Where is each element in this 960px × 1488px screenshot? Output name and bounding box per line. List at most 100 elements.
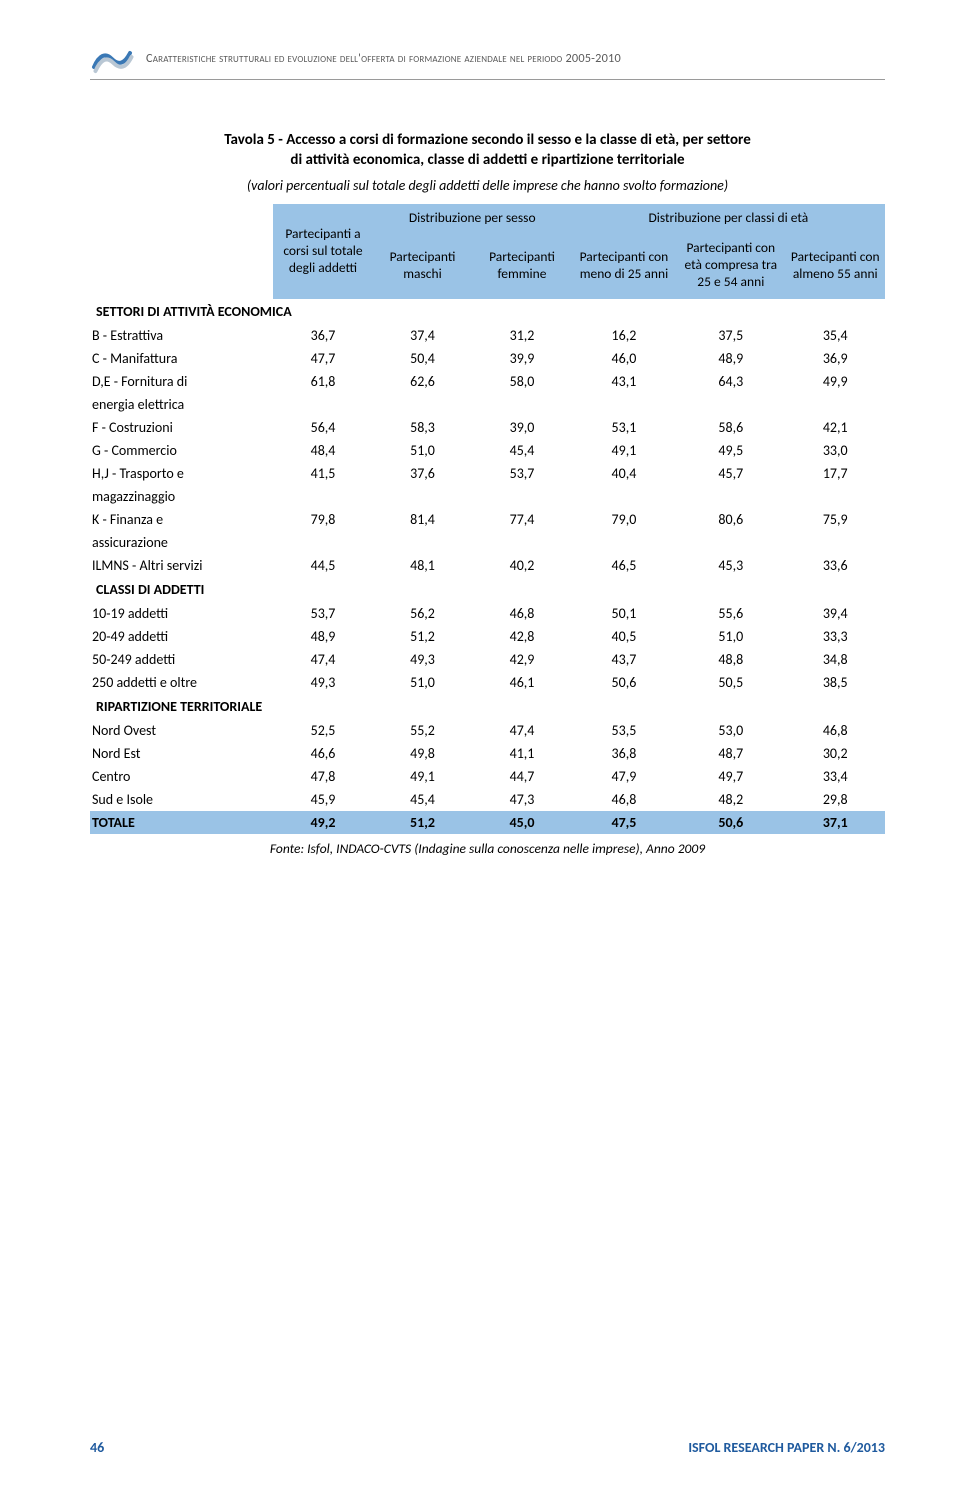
data-cell: 44,5 bbox=[273, 554, 373, 577]
data-cell: 48,1 bbox=[373, 554, 473, 577]
data-cell: 49,7 bbox=[676, 765, 785, 788]
data-cell: 47,3 bbox=[472, 788, 572, 811]
data-cell: 53,7 bbox=[472, 462, 572, 485]
table-row: K - Finanza e79,881,477,479,080,675,9 bbox=[90, 508, 885, 531]
data-cell: 48,9 bbox=[676, 347, 785, 370]
data-cell: 47,4 bbox=[273, 648, 373, 671]
data-cell: 45,7 bbox=[676, 462, 785, 485]
row-label: D,E - Fornitura di bbox=[90, 370, 273, 393]
col-header-male: Partecipanti maschi bbox=[373, 232, 473, 299]
row-label: 10-19 addetti bbox=[90, 602, 273, 625]
data-cell: 35,4 bbox=[785, 324, 885, 347]
empty-cell bbox=[273, 531, 373, 554]
data-cell: 38,5 bbox=[785, 671, 885, 694]
data-cell: 45,4 bbox=[373, 788, 473, 811]
table-row: 250 addetti e oltre49,351,046,150,650,53… bbox=[90, 671, 885, 694]
data-cell: 40,2 bbox=[472, 554, 572, 577]
data-cell: 56,4 bbox=[273, 416, 373, 439]
empty-cell bbox=[785, 485, 885, 508]
data-cell: 47,7 bbox=[273, 347, 373, 370]
data-cell: 37,4 bbox=[373, 324, 473, 347]
empty-cell bbox=[472, 531, 572, 554]
empty-cell bbox=[273, 485, 373, 508]
data-cell: 58,0 bbox=[472, 370, 572, 393]
data-cell: 56,2 bbox=[373, 602, 473, 625]
data-cell: 36,7 bbox=[273, 324, 373, 347]
table-head: Partecipanti a corsi sul totale degli ad… bbox=[90, 204, 885, 300]
data-cell: 81,4 bbox=[373, 508, 473, 531]
empty-cell bbox=[676, 531, 785, 554]
page-footer: 46 ISFOL RESEARCH PAPER N. 6/2013 bbox=[90, 1439, 885, 1456]
empty-cell bbox=[676, 393, 785, 416]
data-cell: 53,1 bbox=[572, 416, 676, 439]
data-cell: 36,9 bbox=[785, 347, 885, 370]
data-cell: 49,3 bbox=[273, 671, 373, 694]
table-row: 50-249 addetti47,449,342,943,748,834,8 bbox=[90, 648, 885, 671]
row-label: C - Manifattura bbox=[90, 347, 273, 370]
data-cell: 37,6 bbox=[373, 462, 473, 485]
data-cell: 47,5 bbox=[572, 811, 676, 834]
data-cell: 46,1 bbox=[472, 671, 572, 694]
header-rule bbox=[90, 79, 885, 80]
page-header: Caratteristiche strutturali ed evoluzion… bbox=[90, 45, 885, 75]
data-cell: 43,1 bbox=[572, 370, 676, 393]
empty-cell bbox=[273, 393, 373, 416]
page-container: Caratteristiche strutturali ed evoluzion… bbox=[0, 0, 960, 892]
logo-icon bbox=[90, 45, 134, 75]
data-cell: 49,9 bbox=[785, 370, 885, 393]
data-cell: 51,0 bbox=[373, 439, 473, 462]
data-cell: 50,6 bbox=[676, 811, 785, 834]
data-cell: 48,8 bbox=[676, 648, 785, 671]
data-cell: 42,8 bbox=[472, 625, 572, 648]
col-header-age-lt25: Partecipanti con meno di 25 anni bbox=[572, 232, 676, 299]
data-cell: 45,4 bbox=[472, 439, 572, 462]
data-cell: 46,5 bbox=[572, 554, 676, 577]
table-subtitle: (valori percentuali sul totale degli add… bbox=[90, 177, 885, 194]
data-cell: 46,8 bbox=[785, 719, 885, 742]
data-table: Partecipanti a corsi sul totale degli ad… bbox=[90, 204, 885, 835]
col-header-total: Partecipanti a corsi sul totale degli ad… bbox=[273, 204, 373, 300]
data-cell: 55,6 bbox=[676, 602, 785, 625]
data-cell: 39,0 bbox=[472, 416, 572, 439]
row-label: G - Commercio bbox=[90, 439, 273, 462]
empty-cell bbox=[785, 393, 885, 416]
data-cell: 40,5 bbox=[572, 625, 676, 648]
data-cell: 49,3 bbox=[373, 648, 473, 671]
data-cell: 52,5 bbox=[273, 719, 373, 742]
table-row: C - Manifattura47,750,439,946,048,936,9 bbox=[90, 347, 885, 370]
data-cell: 75,9 bbox=[785, 508, 885, 531]
data-cell: 51,0 bbox=[676, 625, 785, 648]
data-cell: 77,4 bbox=[472, 508, 572, 531]
table-row: B - Estrattiva36,737,431,216,237,535,4 bbox=[90, 324, 885, 347]
section-row: CLASSI DI ADDETTI bbox=[90, 577, 885, 602]
row-label: B - Estrattiva bbox=[90, 324, 273, 347]
table-row: ILMNS - Altri servizi44,548,140,246,545,… bbox=[90, 554, 885, 577]
table-row: Sud e Isole45,945,447,346,848,229,8 bbox=[90, 788, 885, 811]
data-cell: 50,4 bbox=[373, 347, 473, 370]
row-label: ILMNS - Altri servizi bbox=[90, 554, 273, 577]
data-cell: 48,7 bbox=[676, 742, 785, 765]
empty-cell bbox=[572, 485, 676, 508]
table-row: F - Costruzioni56,458,339,053,158,642,1 bbox=[90, 416, 885, 439]
data-cell: 55,2 bbox=[373, 719, 473, 742]
table-row: Centro47,849,144,747,949,733,4 bbox=[90, 765, 885, 788]
row-label: Nord Ovest bbox=[90, 719, 273, 742]
row-label: F - Costruzioni bbox=[90, 416, 273, 439]
data-cell: 80,6 bbox=[676, 508, 785, 531]
data-cell: 49,2 bbox=[273, 811, 373, 834]
data-cell: 46,0 bbox=[572, 347, 676, 370]
table-row: Nord Est46,649,841,136,848,730,2 bbox=[90, 742, 885, 765]
data-cell: 48,4 bbox=[273, 439, 373, 462]
table-row: H,J - Trasporto e41,537,653,740,445,717,… bbox=[90, 462, 885, 485]
data-cell: 64,3 bbox=[676, 370, 785, 393]
table-source: Fonte: Isfol, INDACO-CVTS (Indagine sull… bbox=[90, 840, 885, 857]
table-row-sub: energia elettrica bbox=[90, 393, 885, 416]
data-cell: 37,1 bbox=[785, 811, 885, 834]
empty-cell bbox=[785, 531, 885, 554]
empty-cell bbox=[572, 531, 676, 554]
title-line-2: di attività economica, classe di addetti… bbox=[290, 151, 684, 169]
row-label: Nord Est bbox=[90, 742, 273, 765]
data-cell: 33,0 bbox=[785, 439, 885, 462]
data-cell: 42,1 bbox=[785, 416, 885, 439]
data-cell: 41,1 bbox=[472, 742, 572, 765]
